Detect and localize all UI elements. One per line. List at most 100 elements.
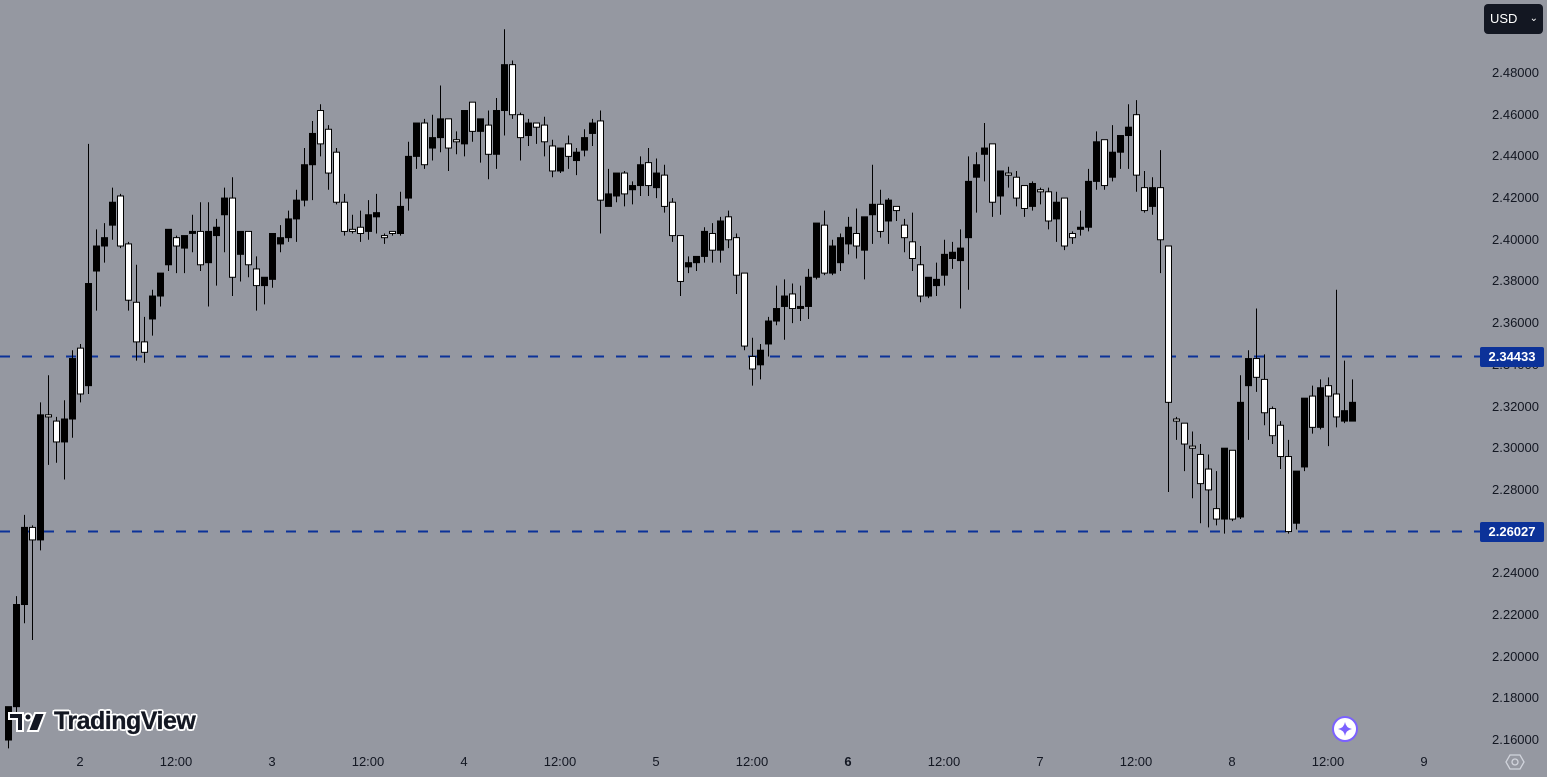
candle [277, 225, 284, 253]
candle [1021, 185, 1028, 217]
candle [245, 230, 252, 278]
candle [1069, 231, 1076, 244]
candle [837, 233, 844, 272]
candle [477, 118, 484, 163]
candle [85, 143, 92, 394]
price-axis-label: 2.20000 [1492, 648, 1539, 664]
candle [669, 198, 676, 242]
candle [1333, 289, 1340, 428]
candle [829, 239, 836, 276]
candle [637, 156, 644, 196]
candle [909, 212, 916, 272]
candle [1309, 385, 1316, 434]
candle [1205, 454, 1212, 528]
candle [13, 596, 20, 718]
candle [845, 216, 852, 255]
candle [549, 139, 556, 178]
tradingview-logo-icon [8, 711, 47, 732]
candle [141, 316, 148, 363]
candle [1285, 439, 1292, 534]
candle [1189, 431, 1196, 499]
candle [1245, 350, 1252, 440]
candle [1269, 406, 1276, 445]
candle [989, 143, 996, 217]
candle [469, 101, 476, 142]
currency-selector[interactable]: USD ⌄ [1484, 4, 1543, 34]
candle [557, 147, 564, 174]
candle [429, 114, 436, 161]
tradingview-logo[interactable]: TradingView [8, 707, 196, 736]
candle [1013, 170, 1020, 207]
candle [757, 343, 764, 380]
time-axis-label: 2 [76, 754, 84, 769]
candle [901, 218, 908, 253]
price-axis-label: 2.36000 [1492, 315, 1539, 331]
candle [21, 514, 28, 624]
time-axis-label: 9 [1420, 754, 1428, 769]
candle [349, 214, 356, 234]
time-axis-label: 12:00 [1311, 754, 1345, 769]
candle [1301, 397, 1308, 472]
price-axis-label: 2.22000 [1492, 606, 1539, 622]
candle [797, 285, 804, 322]
candle [1085, 168, 1092, 232]
candle [781, 279, 788, 340]
ai-assistant-button[interactable] [1332, 716, 1358, 742]
candle [981, 123, 988, 182]
candle [421, 118, 428, 169]
candles [5, 29, 1356, 749]
time-axis-label: 4 [460, 754, 468, 769]
candle [821, 210, 828, 276]
candle [1157, 150, 1164, 274]
logo-text: TradingView [54, 707, 196, 735]
candle [661, 164, 668, 213]
candle [605, 168, 612, 207]
price-axis-label: 2.42000 [1492, 190, 1539, 206]
candle [381, 233, 388, 244]
candle [133, 264, 140, 361]
candle [653, 158, 660, 199]
settings-icon[interactable] [1505, 752, 1525, 772]
candle [1005, 166, 1012, 188]
candle [189, 214, 196, 253]
price-axis-label: 2.18000 [1492, 690, 1539, 706]
candle [389, 230, 396, 236]
price-axis-label: 2.40000 [1492, 231, 1539, 247]
candle [485, 110, 492, 180]
candle [789, 283, 796, 324]
candle [1229, 449, 1236, 522]
time-axis-label: 6 [844, 754, 852, 769]
candle [1165, 245, 1172, 492]
candle [1101, 139, 1108, 190]
candle [453, 131, 460, 155]
candle [725, 210, 732, 249]
candle [1061, 197, 1068, 251]
candle [613, 172, 620, 203]
candle [125, 241, 132, 311]
candle [517, 112, 524, 161]
candle [1093, 131, 1100, 190]
time-axis-label: 3 [268, 754, 276, 769]
candle [229, 177, 236, 297]
time-axis-label: 12:00 [735, 754, 769, 769]
candle [541, 116, 548, 157]
candle [301, 148, 308, 207]
candle [765, 316, 772, 357]
candle [693, 255, 700, 272]
candle [373, 193, 380, 234]
candle [1053, 191, 1060, 242]
candle [717, 216, 724, 263]
time-axis-label: 7 [1036, 754, 1044, 769]
candle [1077, 210, 1084, 236]
candle [165, 228, 172, 272]
level-price-tag: 2.34433 [1480, 346, 1544, 367]
candle [597, 110, 604, 234]
candle [117, 193, 124, 249]
horizontal-levels[interactable] [0, 355, 1480, 533]
candle [701, 227, 708, 263]
candle [309, 120, 316, 201]
candle [333, 148, 340, 205]
candle [1117, 135, 1124, 169]
candle [53, 416, 60, 463]
